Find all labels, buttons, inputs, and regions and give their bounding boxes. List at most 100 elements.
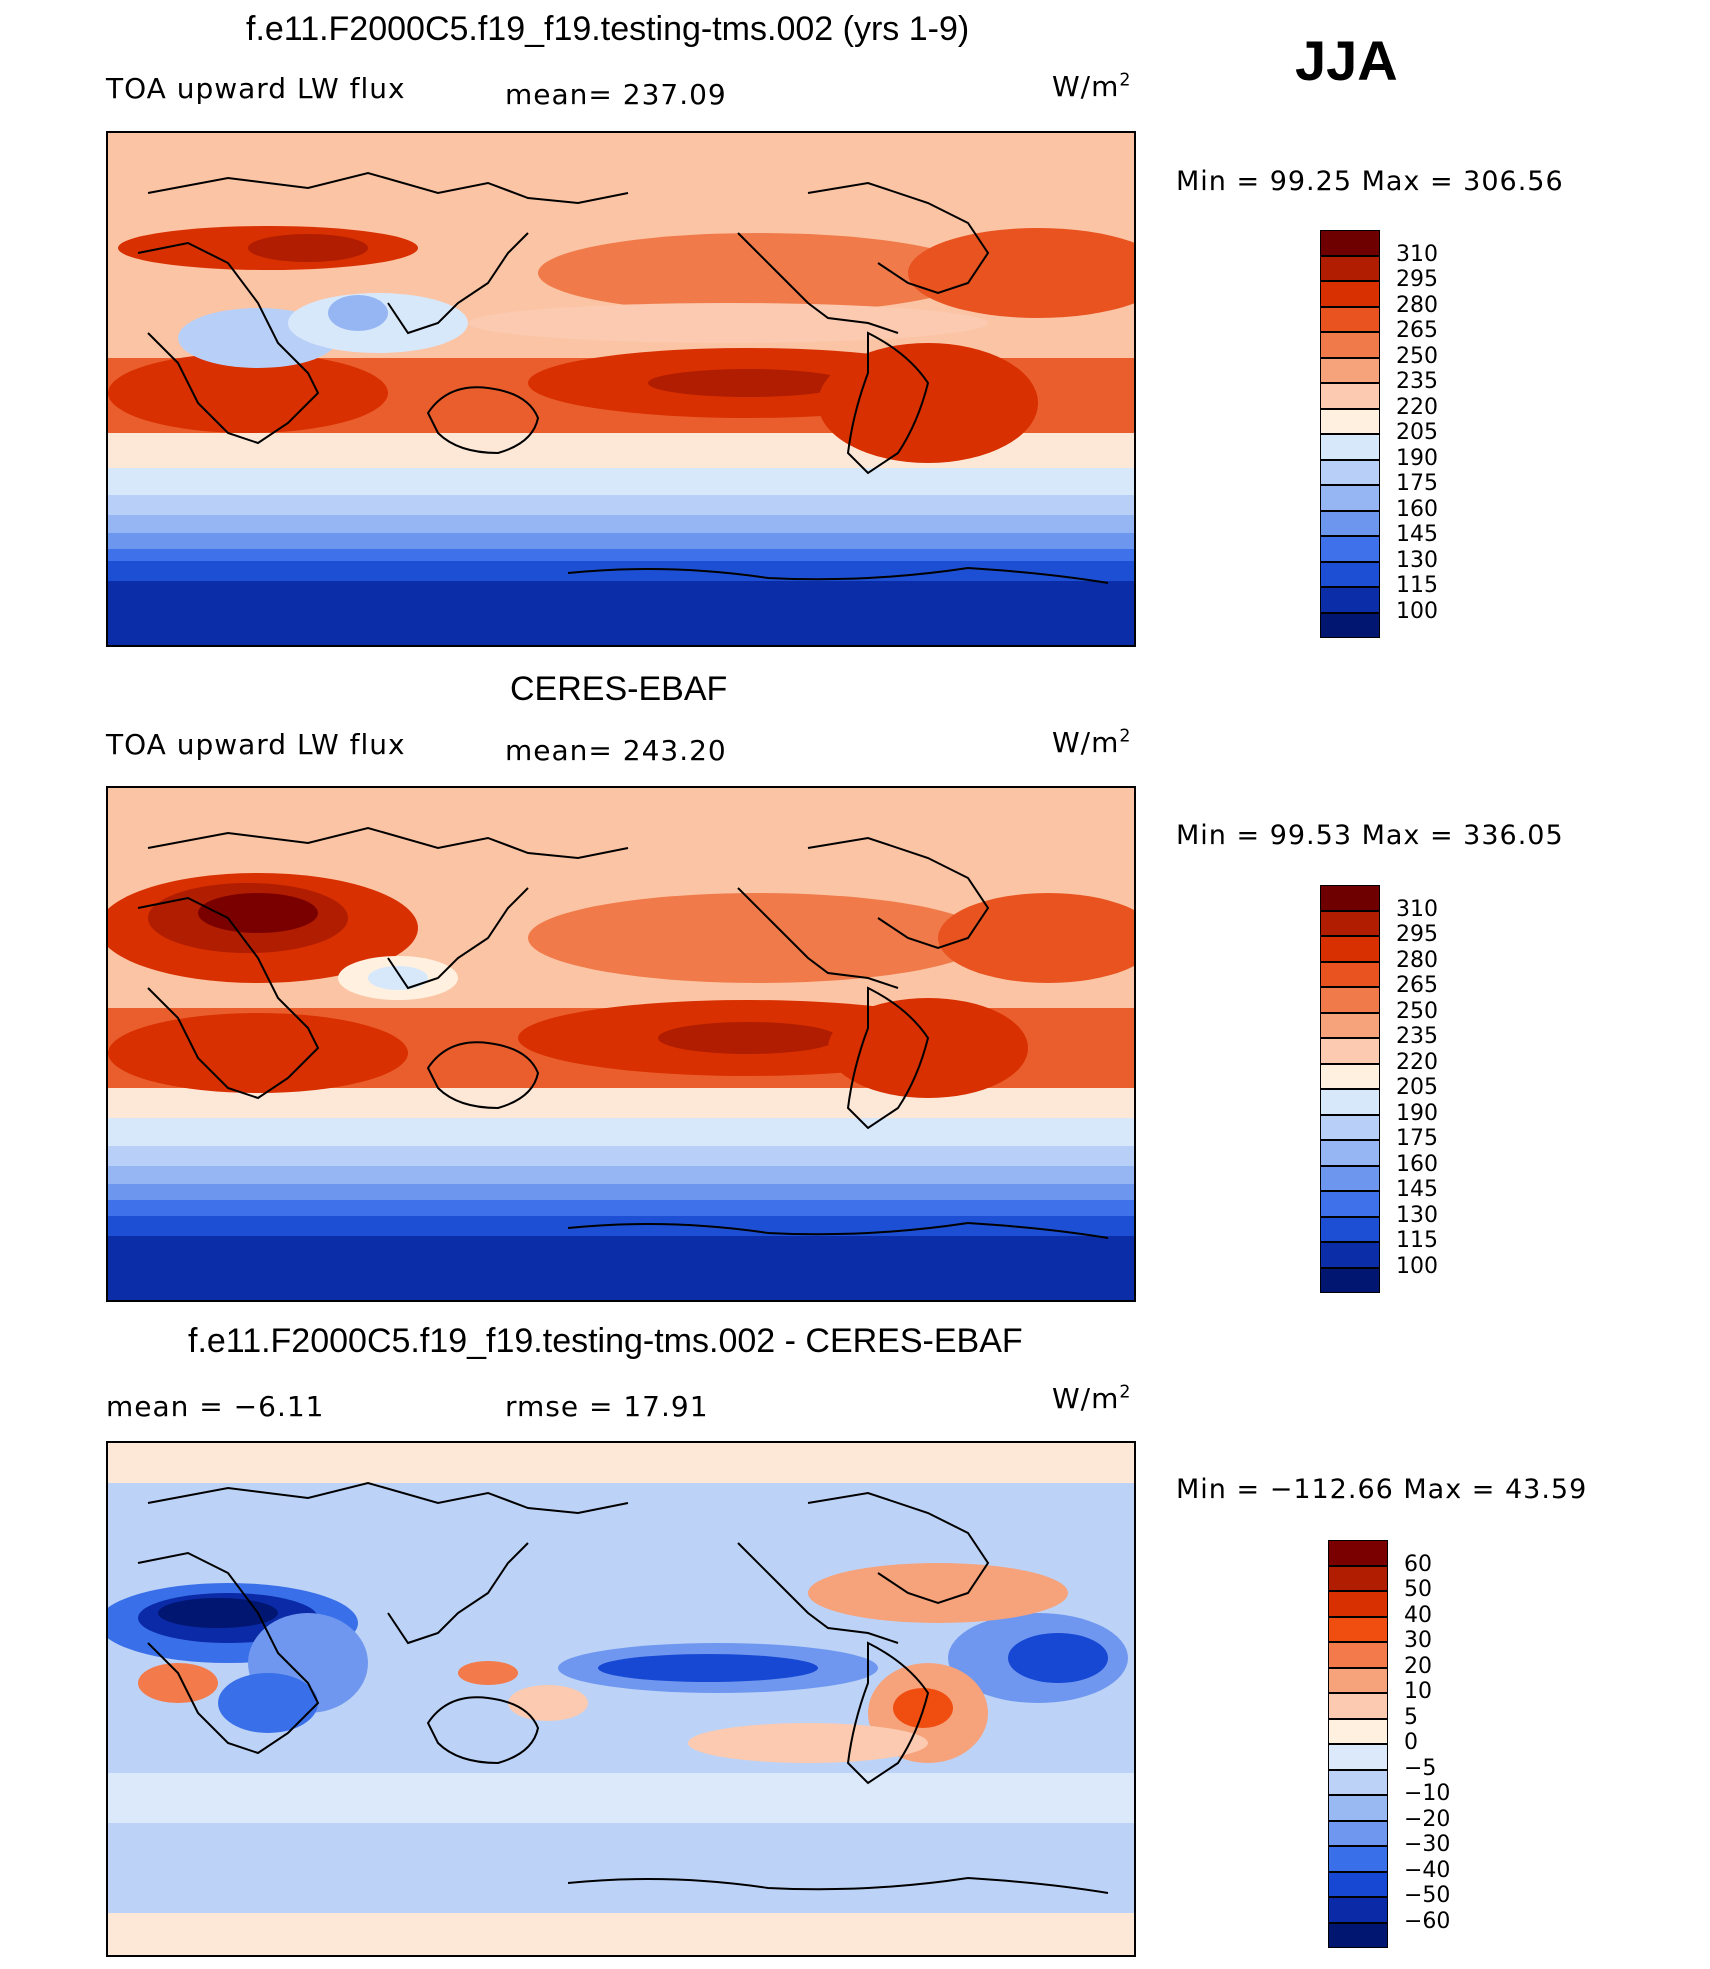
colorbar-label: 145	[1396, 1177, 1438, 1202]
colorbar-box	[1328, 1795, 1388, 1821]
colorbar-box	[1320, 910, 1380, 936]
colorbar-label: 220	[1396, 394, 1438, 420]
colorbar-label: 60	[1404, 1551, 1432, 1577]
panel3-map	[106, 1441, 1136, 1957]
colorbar-box	[1320, 885, 1380, 911]
panel2-field-label: TOA upward LW flux	[106, 728, 406, 761]
colorbar-box	[1320, 1063, 1380, 1089]
colorbar-box	[1328, 1769, 1388, 1795]
colorbar-label: 250	[1396, 998, 1438, 1024]
colorbar-box	[1320, 1165, 1380, 1191]
panel3-title: f.e11.F2000C5.f19_f19.testing-tms.002 - …	[188, 1322, 1023, 1360]
colorbar-label: 130	[1396, 547, 1438, 573]
colorbar-label: −50	[1404, 1883, 1451, 1908]
colorbar-box	[1320, 408, 1380, 434]
colorbar-label: 130	[1396, 1202, 1438, 1228]
colorbar-box	[1320, 987, 1380, 1013]
colorbar-box	[1320, 1242, 1380, 1268]
colorbar-box	[1320, 357, 1380, 383]
colorbar-label: −40	[1404, 1857, 1451, 1883]
colorbar-label: 265	[1396, 318, 1438, 343]
colorbar-box	[1320, 510, 1380, 536]
colorbar-box	[1328, 1616, 1388, 1642]
colorbar-label: 115	[1396, 573, 1438, 598]
colorbar-label: 115	[1396, 1228, 1438, 1253]
panel3-minmax: Min = −112.66 Max = 43.59	[1176, 1474, 1588, 1505]
colorbar-box	[1328, 1744, 1388, 1770]
panel3-rmse: rmse = 17.91	[505, 1390, 709, 1423]
colorbar-label: 190	[1396, 1100, 1438, 1126]
colorbar-label: −20	[1404, 1806, 1451, 1832]
colorbar-box	[1320, 434, 1380, 460]
colorbar-box	[1320, 383, 1380, 409]
colorbar-box	[1328, 1871, 1388, 1897]
colorbar-label: 10	[1404, 1679, 1432, 1704]
colorbar-box	[1320, 332, 1380, 358]
colorbar-label: 30	[1404, 1628, 1432, 1653]
panel3-units: W/m2	[1052, 1382, 1132, 1415]
colorbar-box	[1320, 1089, 1380, 1115]
colorbar-label: 50	[1404, 1577, 1432, 1602]
colorbar-box	[1328, 1846, 1388, 1872]
colorbar-box	[1320, 1038, 1380, 1064]
colorbar-box	[1320, 1012, 1380, 1038]
colorbar-box	[1320, 1267, 1380, 1293]
colorbar-box	[1320, 1191, 1380, 1217]
colorbar-label: −60	[1404, 1908, 1451, 1934]
colorbar-label: 190	[1396, 445, 1438, 471]
panel1-field-label: TOA upward LW flux	[106, 72, 406, 105]
colorbar-box	[1320, 612, 1380, 638]
colorbar-box	[1328, 1642, 1388, 1668]
panel2-units: W/m2	[1052, 726, 1132, 759]
panel1-title: f.e11.F2000C5.f19_f19.testing-tms.002 (y…	[246, 10, 970, 48]
panel1-minmax: Min = 99.25 Max = 306.56	[1176, 166, 1564, 197]
colorbar-label: 100	[1396, 598, 1438, 624]
colorbar-label: 160	[1396, 1151, 1438, 1177]
panel2-mean: mean= 243.20	[505, 734, 727, 767]
panel2-minmax: Min = 99.53 Max = 336.05	[1176, 820, 1564, 851]
colorbar-box	[1320, 1140, 1380, 1166]
colorbar-box	[1328, 1540, 1388, 1566]
colorbar-box	[1320, 961, 1380, 987]
panel1-map	[106, 131, 1136, 647]
colorbar-label: 295	[1396, 267, 1438, 292]
colorbar-box	[1320, 1216, 1380, 1242]
colorbar-box	[1328, 1820, 1388, 1846]
colorbar-label: 310	[1396, 241, 1438, 267]
panel1-mean: mean= 237.09	[505, 78, 727, 111]
colorbar-label: 280	[1396, 292, 1438, 318]
colorbar-label: 160	[1396, 496, 1438, 522]
colorbar-box	[1328, 1718, 1388, 1744]
colorbar-box	[1328, 1591, 1388, 1617]
colorbar-box	[1328, 1565, 1388, 1591]
panel1-units: W/m2	[1052, 70, 1132, 103]
colorbar-box	[1328, 1897, 1388, 1923]
panel2-map	[106, 786, 1136, 1302]
colorbar-label: 145	[1396, 522, 1438, 547]
colorbar-label: 265	[1396, 973, 1438, 998]
colorbar-box	[1320, 281, 1380, 307]
colorbar-box	[1320, 306, 1380, 332]
colorbar-label: 280	[1396, 947, 1438, 973]
colorbar-box	[1320, 459, 1380, 485]
colorbar-box	[1320, 936, 1380, 962]
colorbar-label: 235	[1396, 1024, 1438, 1049]
colorbar-label: 175	[1396, 1126, 1438, 1151]
colorbar-box	[1328, 1693, 1388, 1719]
colorbar-box	[1320, 255, 1380, 281]
colorbar-box	[1320, 485, 1380, 511]
panel2-title: CERES-EBAF	[510, 670, 728, 708]
colorbar-label: 20	[1404, 1653, 1432, 1679]
colorbar-label: 100	[1396, 1253, 1438, 1279]
colorbar-label: 250	[1396, 343, 1438, 369]
colorbar-label: 40	[1404, 1602, 1432, 1628]
colorbar-box	[1320, 230, 1380, 256]
colorbar-label: −10	[1404, 1781, 1451, 1806]
colorbar-box	[1320, 561, 1380, 587]
colorbar-label: 205	[1396, 420, 1438, 445]
colorbar-label: −5	[1404, 1755, 1437, 1781]
colorbar-label: 295	[1396, 922, 1438, 947]
colorbar-label: 205	[1396, 1075, 1438, 1100]
colorbar-label: 5	[1404, 1704, 1418, 1730]
colorbar-label: −30	[1404, 1832, 1451, 1857]
